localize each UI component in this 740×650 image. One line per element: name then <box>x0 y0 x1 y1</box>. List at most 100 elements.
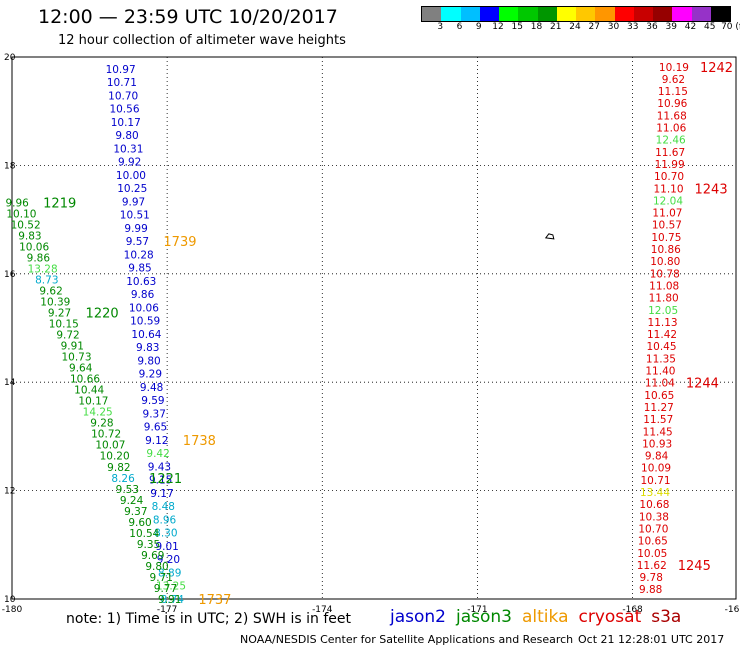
wave-height-value: 10.38 <box>639 511 669 523</box>
wave-height-value: 8.74 <box>161 594 185 606</box>
color-scale-label: 24 <box>569 22 581 32</box>
pass-time-label: 1244 <box>686 377 719 392</box>
color-scale-label: 70 (ft) <box>721 22 740 32</box>
lat-tick-label: 18 <box>4 161 16 171</box>
lon-tick-label: -180 <box>2 605 23 615</box>
color-scale-label: 33 <box>627 22 639 32</box>
color-scale-label: 30 <box>607 22 620 32</box>
wave-height-value: 9.17 <box>150 488 173 500</box>
wave-height-value: 10.75 <box>651 232 681 244</box>
color-swatch <box>422 7 442 21</box>
wave-height-value: 8.30 <box>154 528 177 540</box>
lat-tick-label: 20 <box>4 53 16 63</box>
wave-height-value: 10.73 <box>61 352 91 364</box>
color-scale-label: 12 <box>492 22 504 32</box>
wave-height-value: 10.44 <box>74 385 104 397</box>
lat-tick-label: 10 <box>4 595 16 605</box>
color-swatch <box>672 7 692 21</box>
color-scale-label: 45 <box>704 22 716 32</box>
lat-tick-label: 12 <box>4 487 15 497</box>
wave-height-value: 11.27 <box>644 402 674 414</box>
wave-height-value: 10.45 <box>646 341 676 353</box>
color-swatch <box>710 7 730 21</box>
color-scale-label: 9 <box>475 22 482 32</box>
color-swatch <box>460 7 480 21</box>
wave-height-value: 9.85 <box>128 263 151 275</box>
color-swatch <box>499 7 519 21</box>
wave-height-value: 9.71 <box>150 572 173 584</box>
wave-height-value: 13.25 <box>156 581 186 593</box>
mission-legend: jason2 jason3 altika cryosat s3a <box>390 607 691 627</box>
wave-height-value: 10.51 <box>120 210 150 222</box>
wave-height-value: 11.07 <box>652 208 682 220</box>
wave-height-value: 10.70 <box>108 90 138 102</box>
wave-height-value: 10.66 <box>70 374 100 386</box>
wave-height-value: 12.05 <box>648 305 678 317</box>
color-swatch <box>653 7 673 21</box>
wave-height-value: 11.15 <box>658 86 688 98</box>
wave-height-value: 10.10 <box>6 208 36 220</box>
pass-time-label: 1242 <box>700 61 733 76</box>
wave-height-value: 11.06 <box>656 123 686 135</box>
wave-height-value: 9.86 <box>131 289 155 301</box>
wave-height-value: 10.28 <box>124 249 154 261</box>
wave-height-value: 8.89 <box>158 567 181 579</box>
wave-height-value: 9.96 <box>5 197 29 209</box>
wave-height-value: 11.04 <box>645 378 675 390</box>
color-scale-bar <box>421 6 731 22</box>
wave-height-value: 9.01 <box>155 541 178 553</box>
wave-height-value: 9.27 <box>48 307 71 319</box>
lon-tick-label: -16 <box>725 605 740 615</box>
pass-time-label: 1243 <box>695 182 728 197</box>
wave-height-value: 10.70 <box>638 523 668 535</box>
mission-label: s3a <box>651 607 682 627</box>
wave-height-value: 9.43 <box>148 461 171 473</box>
color-swatch <box>518 7 538 21</box>
wave-height-value: 10.52 <box>11 219 41 231</box>
wave-height-value: 12.46 <box>656 135 686 147</box>
wave-height-value: 8.73 <box>35 274 58 286</box>
wave-height-value: 9.97 <box>122 196 145 208</box>
mission-label: cryosat <box>578 607 642 627</box>
pass-time-label: 1739 <box>163 235 196 250</box>
wave-height-value: 9.20 <box>157 554 180 566</box>
wave-height-value: 8.96 <box>153 514 177 526</box>
wave-height-value: 8.48 <box>152 501 175 513</box>
color-scale-label: 3 <box>437 22 444 32</box>
wave-height-value: 10.59 <box>130 316 160 328</box>
wave-height-value: 10.05 <box>637 548 667 560</box>
wave-height-value: 10.06 <box>129 302 159 314</box>
wave-height-value: 9.80 <box>145 561 168 573</box>
wave-height-value: 11.62 <box>637 560 667 572</box>
map-subtitle: 12 hour collection of altimeter wave hei… <box>58 33 346 48</box>
wave-height-value: 11.42 <box>647 329 677 341</box>
wave-height-value: 9.69 <box>141 550 164 562</box>
wave-height-value: 9.35 <box>137 539 160 551</box>
wave-height-value: 10.64 <box>131 329 161 341</box>
wave-height-value: 9.92 <box>118 157 141 169</box>
pass-time-label: 1221 <box>149 472 182 487</box>
color-swatch <box>556 7 576 21</box>
lat-tick-label: 14 <box>4 378 16 388</box>
wave-height-value: 9.57 <box>126 236 149 248</box>
wave-height-value: 10.68 <box>639 499 669 511</box>
wave-height-value: 9.88 <box>639 584 662 596</box>
footer-timestamp: Oct 21 12:28:01 UTC 2017 <box>578 633 725 646</box>
wave-height-value: 11.68 <box>657 110 687 122</box>
color-swatch <box>576 7 596 21</box>
island-marker <box>544 233 555 240</box>
wave-height-value: 10.54 <box>129 528 159 540</box>
wave-height-value: 11.67 <box>655 147 685 159</box>
wave-height-value: 9.24 <box>120 495 144 507</box>
wave-height-value: 9.83 <box>18 230 41 242</box>
color-swatch <box>441 7 461 21</box>
wave-height-value: 10.78 <box>650 268 680 280</box>
pass-time-label: 1220 <box>86 306 119 321</box>
color-swatch <box>537 7 557 21</box>
footer-note: note: 1) Time is in UTC; 2) SWH is in fe… <box>66 611 352 627</box>
lat-tick-label: 16 <box>4 270 16 280</box>
wave-height-value: 10.31 <box>113 143 143 155</box>
wave-height-value: 11.40 <box>645 366 675 378</box>
